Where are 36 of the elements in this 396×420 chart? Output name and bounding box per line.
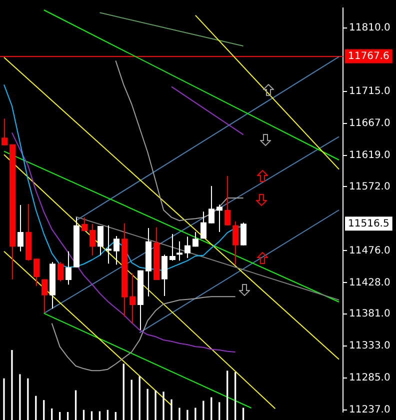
candlestick — [200, 211, 206, 240]
candlestick — [98, 226, 104, 256]
y-tick-label: 11381.0 — [349, 308, 390, 320]
candlestick — [184, 236, 190, 258]
candlestick — [58, 262, 64, 282]
candlestick — [2, 118, 8, 146]
y-tick-label: 11428.0 — [349, 277, 390, 288]
y-tick-label: 11285.0 — [349, 372, 390, 384]
y-tick-label: 11237.0 — [349, 404, 390, 416]
y-tick-label: 11572.0 — [349, 181, 390, 192]
candlestick — [18, 204, 24, 252]
candlestick — [162, 254, 168, 296]
y-tick-label: 11715.0 — [349, 86, 390, 97]
candlestick — [240, 222, 246, 246]
y-tick-label: 11333.0 — [349, 340, 390, 352]
y-tick-label: 11810.0 — [349, 22, 390, 34]
candlestick — [224, 176, 230, 226]
ref-line-label: 11767.6 — [348, 50, 390, 62]
candlestick — [208, 186, 214, 224]
candlestick — [170, 234, 176, 262]
y-tick-label: 11476.0 — [349, 245, 390, 256]
candlestick — [82, 216, 88, 232]
candlestick — [114, 236, 120, 266]
y-tick-label: 11667.0 — [349, 118, 390, 129]
candlestick — [106, 224, 112, 264]
text: 11516.5 — [348, 218, 390, 230]
candlestick — [130, 272, 136, 324]
candlestick — [176, 240, 182, 262]
candlestick — [34, 258, 40, 286]
y-tick-label: 11619.0 — [349, 150, 390, 161]
candlestick — [90, 224, 96, 256]
candlestick — [42, 278, 48, 314]
candlestick — [66, 250, 72, 286]
candlestick — [216, 204, 222, 232]
candlestick — [232, 220, 238, 266]
candlestick — [192, 232, 198, 248]
